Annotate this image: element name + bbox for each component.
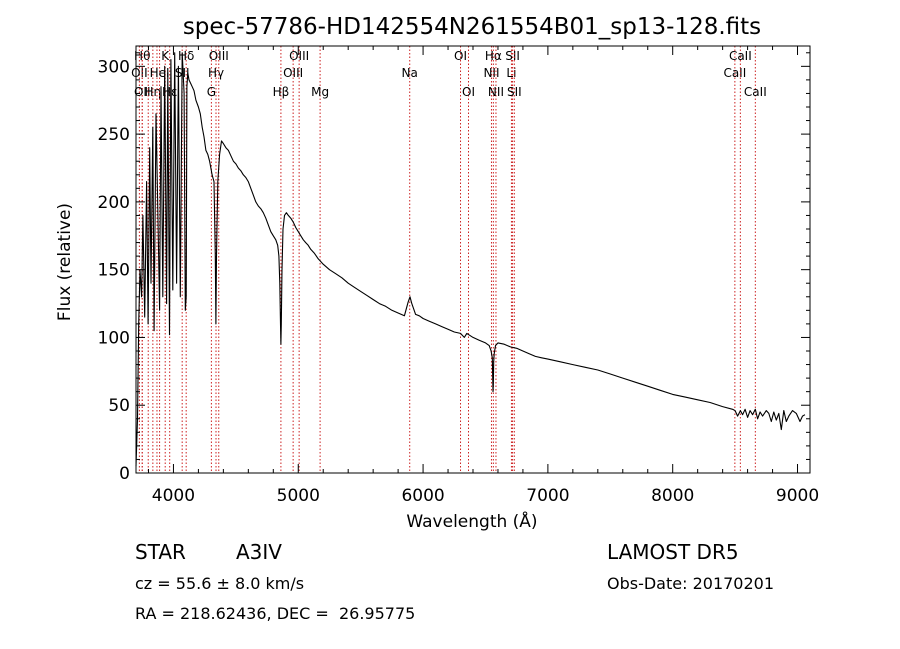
- y-tick-label-5: 250: [98, 125, 130, 145]
- redshift-text: cz = 55.6 ± 8.0 km/s: [135, 574, 305, 593]
- marker-label-12: Hγ: [208, 66, 224, 80]
- marker-label-13: OIII: [209, 49, 229, 63]
- coordinates: RA = 218.62436, DEC = 26.95775: [135, 604, 416, 623]
- marker-label-24: Li: [506, 66, 516, 80]
- marker-label-17: Mg: [311, 85, 329, 99]
- marker-label-22: Hα: [485, 49, 502, 63]
- plot-frame: [135, 45, 811, 474]
- marker-label-4: Hη: [145, 85, 162, 99]
- y-tick-label-6: 300: [98, 57, 130, 77]
- x-tick-label-1: 5000: [277, 486, 320, 506]
- marker-label-18: Na: [402, 66, 418, 80]
- marker-label-8: Hε: [162, 85, 178, 99]
- marker-label-11: G: [207, 85, 216, 99]
- x-tick-label-4: 8000: [651, 486, 694, 506]
- y-tick-label-4: 200: [98, 193, 130, 213]
- y-tick-label-0: 0: [119, 464, 130, 484]
- marker-label-21: NII: [483, 66, 499, 80]
- marker-label-15: OIII: [283, 66, 303, 80]
- marker-label-14: Hβ: [273, 85, 290, 99]
- marker-label-28: CaII: [729, 49, 752, 63]
- marker-label-16: OIII: [289, 49, 309, 63]
- marker-label-19: OI: [454, 49, 467, 63]
- series-layer: [135, 52, 806, 467]
- y-tick-label-1: 50: [108, 396, 130, 416]
- marker-label-1: OII: [131, 66, 148, 80]
- y-tick-label-3: 150: [98, 261, 130, 281]
- object-class: STAR: [135, 540, 186, 564]
- x-axis: 4000 5000 6000 7000 8000 9000: [147, 46, 819, 506]
- x-tick-label-3: 7000: [526, 486, 569, 506]
- object-subclass: A3IV: [236, 540, 282, 564]
- chart-title: spec-57786-HD142554N261554B01_sp13-128.f…: [183, 14, 761, 40]
- y-axis: 0 50 100 150 200 250 300: [98, 52, 810, 484]
- marker-label-29: CaII: [744, 85, 767, 99]
- marker-label-26: SII: [507, 85, 522, 99]
- obs-date: Obs-Date: 20170201: [607, 574, 775, 593]
- marker-label-27: CaII: [723, 66, 746, 80]
- marker-label-7: K: [161, 49, 170, 63]
- marker-label-23: NII: [488, 85, 504, 99]
- y-tick-label-2: 100: [98, 328, 130, 348]
- marker-label-25: SII: [505, 49, 520, 63]
- spectrum-line-0: [135, 52, 806, 467]
- x-axis-label: Wavelength (Å): [406, 510, 537, 532]
- spectral-line-markers: HθOIIOIIHηHeIKHεSIIHδGHγOIIIHβOIIIOIIIMg…: [131, 46, 767, 473]
- x-tick-label-2: 6000: [401, 486, 444, 506]
- marker-label-2: OII: [134, 85, 151, 99]
- marker-label-20: OI: [462, 85, 475, 99]
- marker-label-10: Hδ: [178, 49, 194, 63]
- y-axis-label: Flux (relative): [55, 203, 75, 321]
- survey-name: LAMOST DR5: [607, 540, 739, 564]
- x-tick-label-5: 9000: [776, 486, 819, 506]
- x-tick-label-0: 4000: [152, 486, 195, 506]
- marker-label-6: HeI: [150, 66, 170, 80]
